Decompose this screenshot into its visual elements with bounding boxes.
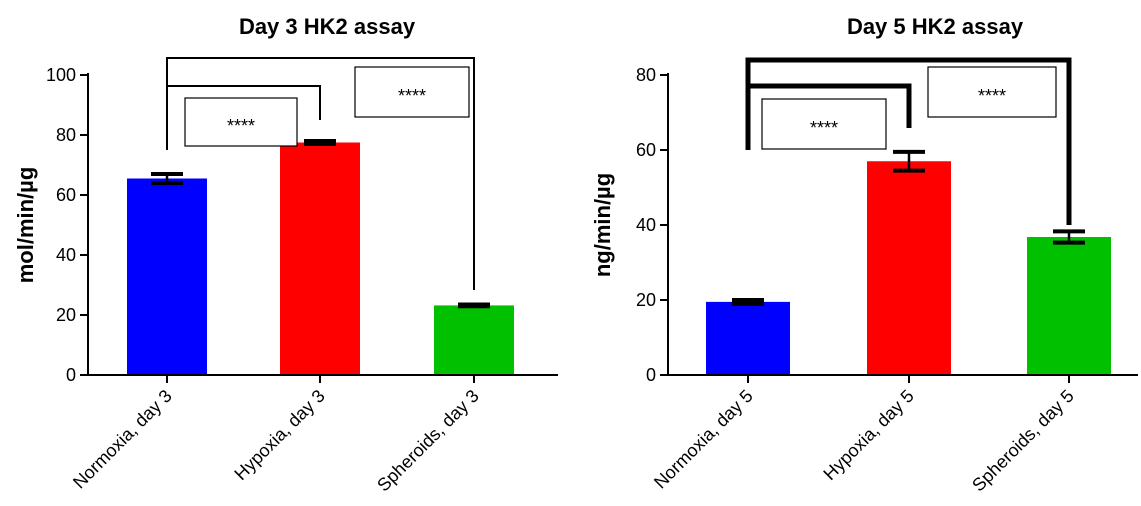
category-label-day5-3: Spheroids, day 5 (968, 386, 1078, 496)
y-tick-label-day5: 0 (646, 365, 656, 385)
bar-day5-2 (867, 161, 951, 375)
y-tick-label-day3: 80 (56, 125, 76, 145)
category-label-day3-3: Spheroids, day 3 (373, 386, 483, 496)
y-tick-label-day5: 80 (636, 65, 656, 85)
chart-title-day3: Day 3 HK2 assay (239, 14, 416, 39)
category-label-day3-1: Normoxia, day 3 (69, 386, 176, 493)
significance-bracket-day5-2 (745, 57, 1072, 225)
chart-day5: 0 20 40 60 80 Normoxia, day 5 Hypoxia, day 5 Sp… (636, 57, 1138, 496)
y-tick-label-day5: 60 (636, 140, 656, 160)
significance-label-day5-2: **** (978, 86, 1006, 106)
significance-box-day5-2 (927, 66, 1057, 118)
y-tick-label-day5: 20 (636, 290, 656, 310)
bar-day5-1 (706, 301, 790, 375)
significance-box-day3-2 (354, 66, 470, 118)
y-tick-label-day3: 40 (56, 245, 76, 265)
chart-day3: 0 20 40 60 80 100 Normoxia, day 3 Hypoxia, day … (46, 57, 558, 496)
y-tick-label-day3: 60 (56, 185, 76, 205)
chart-title-day5: Day 5 HK2 assay (847, 14, 1024, 39)
category-label-day5-2: Hypoxia, day 5 (819, 386, 917, 484)
y-tick-label-day3: 100 (46, 65, 76, 85)
significance-label-day3-1: **** (227, 116, 255, 136)
significance-bracket-day3-2 (166, 57, 475, 290)
y-axis-label-day5: ng/min/µg (590, 173, 615, 277)
bar-day5-3 (1027, 237, 1111, 375)
bar-day3-1 (127, 178, 207, 375)
y-tick-label-day3: 20 (56, 305, 76, 325)
significance-box-day3-1 (184, 97, 298, 147)
category-label-day5-1: Normoxia, day 5 (650, 386, 757, 493)
significance-label-day3-2: **** (398, 86, 426, 106)
y-tick-label-day5: 40 (636, 215, 656, 235)
bar-day3-3 (434, 305, 514, 375)
y-axis-label-day3: mol/min/µg (13, 167, 38, 284)
significance-label-day5-1: **** (810, 118, 838, 138)
category-label-day3-2: Hypoxia, day 3 (230, 386, 328, 484)
significance-box-day5-1 (761, 98, 887, 150)
bar-day3-2 (280, 142, 360, 375)
y-tick-label-day3: 0 (66, 365, 76, 385)
